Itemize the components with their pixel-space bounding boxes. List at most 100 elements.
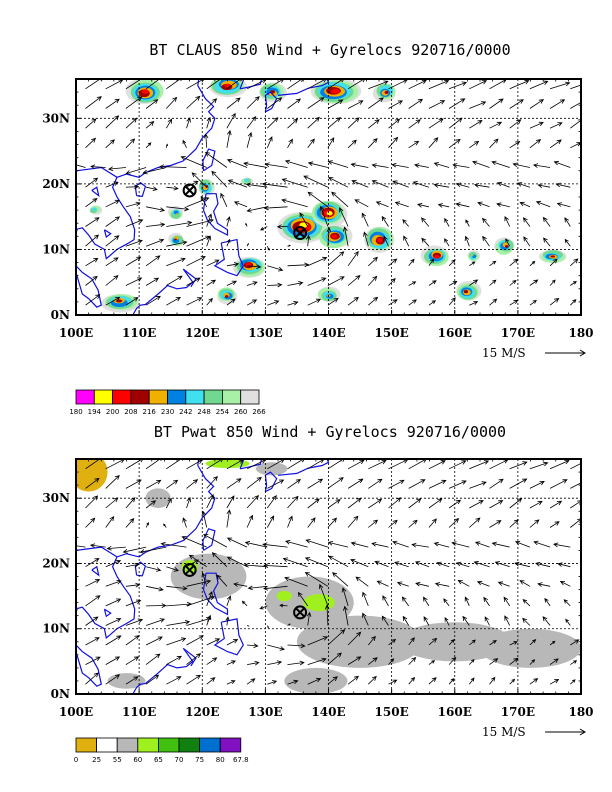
wind-vector bbox=[368, 657, 378, 665]
wind-vector bbox=[166, 275, 183, 286]
wind-vector bbox=[180, 156, 207, 168]
wind-vector bbox=[267, 117, 279, 129]
wind-vector bbox=[139, 546, 167, 554]
wind-vector bbox=[347, 100, 364, 109]
wind-vector bbox=[244, 540, 268, 548]
wind-vector bbox=[201, 510, 208, 528]
wind-vector bbox=[368, 675, 377, 685]
wind-vector bbox=[462, 615, 470, 626]
wind-vector bbox=[200, 195, 208, 207]
wind-vector bbox=[246, 514, 254, 528]
wind-vector bbox=[267, 680, 278, 685]
wind-vector bbox=[181, 536, 207, 548]
wind-vector bbox=[570, 299, 577, 306]
wind-vector bbox=[408, 519, 418, 528]
wind-vector bbox=[504, 615, 511, 626]
wind-vector bbox=[105, 559, 122, 568]
cloud-cell bbox=[505, 244, 509, 248]
pwat-panel: 100E 110E 120E 130E 140E 150E 160E 170E 180 0N 10N… bbox=[42, 458, 594, 764]
wind-vector bbox=[549, 460, 570, 470]
wind-vector bbox=[287, 138, 293, 148]
gyre-location-cross bbox=[295, 607, 306, 618]
wind-vector bbox=[287, 679, 299, 685]
x-tick-label: 110E bbox=[122, 326, 156, 340]
wind-vector bbox=[206, 638, 221, 646]
wind-vector bbox=[105, 497, 119, 509]
wind-vector bbox=[341, 587, 349, 607]
wind-vector bbox=[529, 638, 537, 646]
wind-vector bbox=[125, 256, 142, 267]
wind-vector bbox=[417, 202, 429, 208]
colorbar-label: 208 bbox=[124, 408, 137, 416]
wind-vector bbox=[165, 143, 168, 148]
wind-vector bbox=[327, 297, 339, 306]
coastline-segment bbox=[202, 193, 229, 236]
wind-vector bbox=[570, 462, 581, 470]
wind-vector bbox=[166, 96, 178, 109]
cloud-cell bbox=[330, 89, 340, 94]
wind-vector bbox=[182, 517, 187, 528]
wind-vector bbox=[549, 279, 556, 286]
wind-vector bbox=[85, 558, 100, 568]
wind-vector bbox=[125, 582, 141, 588]
wind-vector bbox=[570, 500, 581, 509]
wind-vector bbox=[206, 213, 212, 227]
wind-vector bbox=[472, 160, 490, 168]
wind-vector bbox=[145, 500, 157, 509]
wind-vector bbox=[206, 657, 218, 665]
wind-vector bbox=[266, 515, 275, 528]
wind-vector bbox=[267, 479, 285, 489]
wind-vector bbox=[382, 595, 389, 607]
wind-vector bbox=[145, 238, 165, 247]
wind-vector bbox=[448, 499, 462, 509]
colorbar-label: 260 bbox=[234, 408, 247, 416]
wind-vector bbox=[145, 277, 160, 286]
wind-vector bbox=[396, 581, 409, 587]
wind-vector bbox=[509, 279, 517, 286]
pwat-region bbox=[205, 459, 250, 469]
wind-vector bbox=[509, 657, 519, 665]
wind-vector bbox=[226, 158, 248, 168]
wind-vector bbox=[401, 596, 410, 607]
wind-vector bbox=[469, 120, 483, 129]
x-tick-label: 110E bbox=[122, 705, 156, 719]
wind-vector bbox=[408, 79, 427, 90]
wind-vector bbox=[145, 674, 160, 685]
wind-vector bbox=[243, 161, 268, 168]
wind-vector bbox=[448, 138, 461, 149]
wind-vector bbox=[263, 585, 288, 591]
colorbar-label: 67.8 bbox=[233, 756, 249, 764]
wind-vector bbox=[306, 611, 312, 626]
wind-vector bbox=[203, 133, 209, 148]
wind-vector bbox=[186, 459, 203, 470]
wind-vector bbox=[186, 496, 191, 509]
colorbar-label: 55 bbox=[113, 756, 122, 764]
wind-vector bbox=[428, 460, 446, 470]
wind-vector bbox=[549, 122, 563, 129]
wind-vector bbox=[557, 562, 571, 568]
colorbar-box bbox=[185, 389, 205, 405]
y-tick-label: 30N bbox=[42, 491, 70, 505]
wind-vector bbox=[327, 517, 337, 528]
wind-vector bbox=[491, 541, 510, 548]
wind-vector bbox=[448, 280, 458, 286]
wind-vector bbox=[76, 164, 86, 168]
wind-vector bbox=[455, 182, 470, 188]
wind-vector bbox=[105, 199, 120, 208]
wind-vector bbox=[347, 515, 359, 528]
wind-vector bbox=[186, 197, 210, 208]
wind-vector bbox=[105, 139, 115, 149]
wind-vector bbox=[246, 96, 260, 109]
x-tick-label: 120E bbox=[185, 326, 219, 340]
coastline-segment bbox=[76, 556, 136, 687]
wind-vector bbox=[448, 480, 467, 489]
wind-vector bbox=[226, 509, 232, 528]
wind-vector bbox=[408, 281, 417, 286]
wind-vector bbox=[469, 517, 481, 528]
wind-vector bbox=[287, 623, 291, 626]
wind-vector bbox=[448, 98, 466, 109]
wind-vector bbox=[347, 497, 362, 509]
wind-vector bbox=[355, 576, 369, 587]
wind-vector bbox=[226, 495, 235, 509]
colorbar-label: 0 bbox=[74, 756, 78, 764]
